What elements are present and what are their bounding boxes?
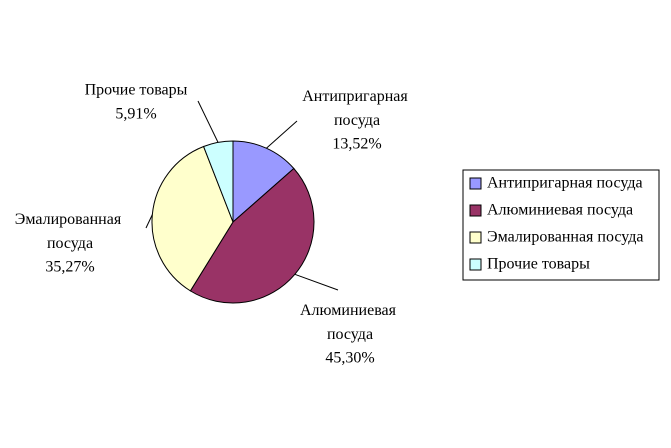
data-label-value: 5,91% [115,106,156,123]
data-label-name: Алюминиевая посуда [300,302,400,343]
leader-line [145,214,153,229]
data-label-value: 45,30% [325,350,374,367]
legend-label: Прочие товары [487,256,590,273]
pie-slice [232,140,295,224]
leader-line [294,273,339,291]
legend-swatch [469,231,482,244]
legend-label: Алюминиевая посуда [487,202,633,219]
legend-label: Эмалированная посуда [487,229,643,246]
legend-swatch [469,258,482,271]
legend-box [462,169,660,281]
data-label-name: Эмалированная посуда [15,211,125,252]
data-label-value: 35,27% [45,259,94,276]
legend-label: Антипригарная посуда [487,175,643,192]
pie-slice [189,167,315,304]
leader-line [197,100,219,143]
leader-line [266,120,298,149]
data-label-value: 13,52% [332,136,381,153]
legend-swatch [469,204,482,217]
pie-slice [202,140,234,223]
data-label-name: Антипригарная посуда [302,88,411,129]
legend-swatch [469,177,482,190]
data-label-name: Прочие товары [85,82,188,99]
